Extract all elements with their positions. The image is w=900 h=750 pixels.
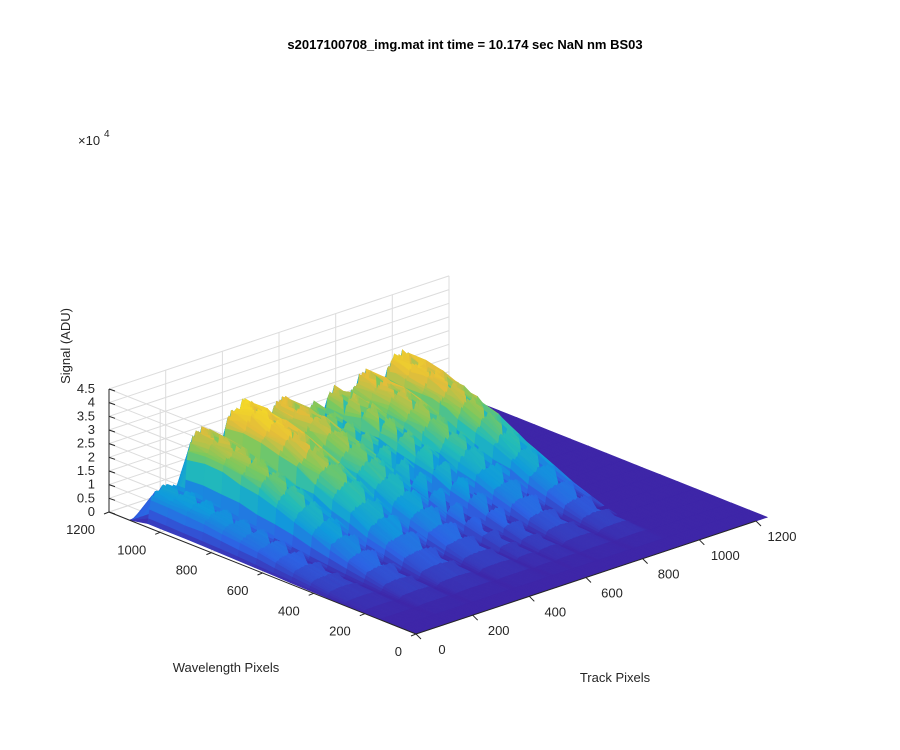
grid-line: [108, 275, 450, 390]
surface-mesh: [128, 349, 769, 635]
grid-line: [108, 302, 450, 417]
grid-line: [108, 289, 450, 404]
